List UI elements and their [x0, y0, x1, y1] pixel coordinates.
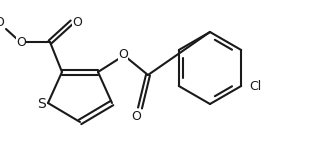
Text: O: O [16, 36, 26, 49]
Text: O: O [16, 36, 26, 49]
Text: O: O [131, 109, 141, 122]
Text: O: O [118, 49, 128, 62]
Text: Cl: Cl [249, 80, 262, 93]
Text: O: O [118, 49, 128, 62]
Text: O: O [131, 109, 141, 122]
Text: Cl: Cl [249, 80, 261, 93]
Text: O: O [72, 16, 82, 29]
Text: O: O [0, 16, 4, 29]
Text: S: S [37, 97, 45, 111]
Text: S: S [36, 97, 46, 111]
Text: O: O [72, 16, 82, 29]
